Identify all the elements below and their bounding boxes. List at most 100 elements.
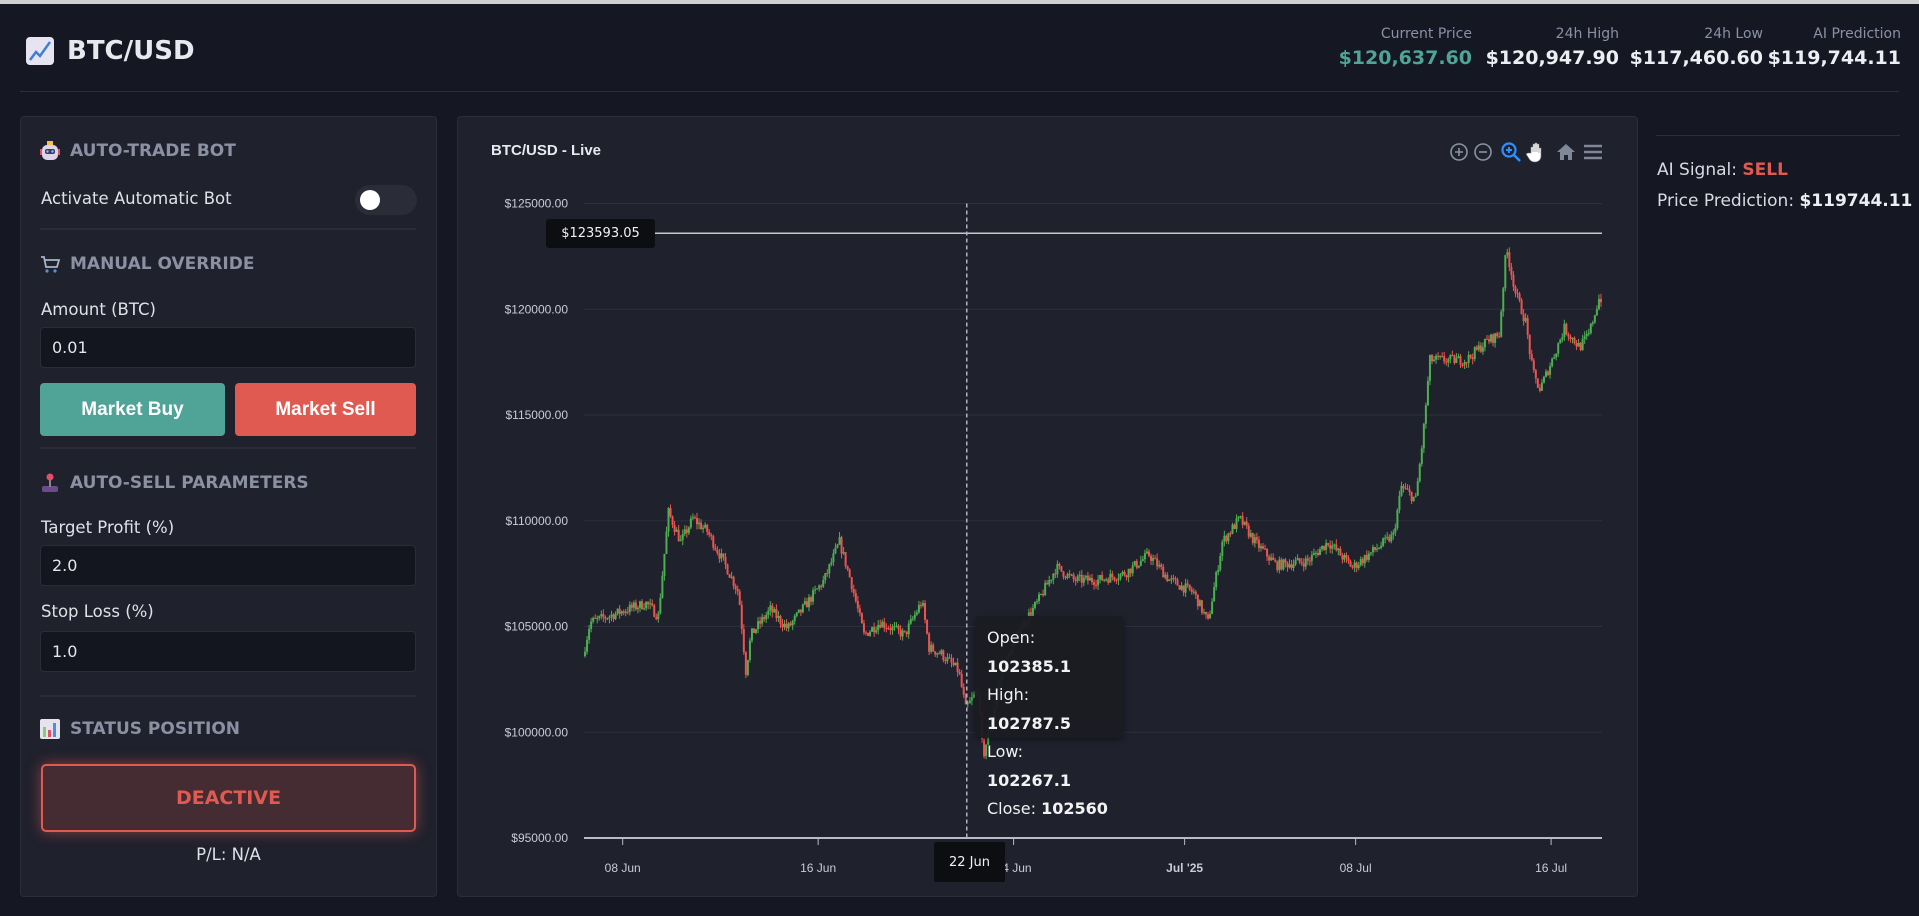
candle xyxy=(1367,553,1370,560)
candle xyxy=(1308,560,1311,562)
candle xyxy=(1160,564,1163,567)
candle xyxy=(755,629,758,633)
candle xyxy=(938,653,941,655)
candle xyxy=(958,671,961,674)
candle xyxy=(1158,564,1161,567)
menu-icon[interactable] xyxy=(1582,141,1604,163)
candle xyxy=(643,608,646,610)
candle xyxy=(793,615,796,621)
position-status-badge: DEACTIVE xyxy=(41,764,416,832)
candle xyxy=(693,517,696,519)
candle xyxy=(596,617,599,619)
candle xyxy=(1418,463,1421,482)
candle xyxy=(604,617,607,619)
stop-loss-label: Stop Loss (%) xyxy=(41,602,154,621)
candle xyxy=(1249,533,1252,537)
candle xyxy=(1327,543,1330,546)
candle xyxy=(1512,274,1515,287)
market-buy-button[interactable]: Market Buy xyxy=(40,383,225,436)
candle xyxy=(895,625,898,627)
stat-ai-prediction: AI Prediction $119,744.11 xyxy=(1768,26,1901,69)
ai-signal-value: SELL xyxy=(1742,160,1788,180)
candlestick-chart[interactable]: $125000.00 $120000.00 $115000.00 $110000.00… xyxy=(457,116,1638,897)
candle xyxy=(1042,593,1045,596)
candle xyxy=(816,588,819,590)
candle xyxy=(1378,547,1381,549)
auto-bot-toggle[interactable] xyxy=(355,185,417,215)
candle xyxy=(891,626,894,631)
candle xyxy=(1485,338,1488,340)
x-tick-label: 16 Jun xyxy=(800,861,836,875)
candle xyxy=(718,553,721,559)
candle xyxy=(1152,558,1155,561)
candle xyxy=(661,575,664,598)
candle xyxy=(783,623,786,628)
candle xyxy=(1076,576,1079,581)
candle xyxy=(773,609,776,613)
candle xyxy=(826,573,829,575)
candle xyxy=(706,524,709,532)
candle xyxy=(860,613,863,624)
candle xyxy=(665,531,668,554)
target-profit-input[interactable] xyxy=(40,545,416,586)
candle xyxy=(671,516,674,526)
candle xyxy=(850,577,853,590)
candle xyxy=(1589,323,1592,334)
zoom-out-icon[interactable] xyxy=(1472,141,1494,163)
chart-increasing-icon xyxy=(26,37,54,65)
section-title: MANUAL OVERRIDE xyxy=(70,254,255,274)
candle xyxy=(1380,545,1383,548)
candle xyxy=(1597,298,1600,310)
candle xyxy=(704,524,707,528)
candle xyxy=(1188,584,1191,590)
candle xyxy=(956,662,959,672)
candle xyxy=(1361,559,1364,564)
price-prediction: Price Prediction: $119744.11 xyxy=(1657,191,1913,211)
candle xyxy=(1577,342,1580,347)
home-reset-icon[interactable] xyxy=(1555,141,1577,163)
candle xyxy=(1172,578,1175,580)
candle xyxy=(1426,380,1429,406)
zoom-in-icon[interactable] xyxy=(1448,141,1470,163)
selection-zoom-icon[interactable] xyxy=(1500,141,1522,163)
candle xyxy=(748,640,751,661)
candle xyxy=(1488,339,1491,342)
candle xyxy=(1567,334,1570,337)
candle xyxy=(936,653,939,655)
candle xyxy=(1292,564,1295,568)
pan-hand-icon[interactable] xyxy=(1526,141,1548,163)
candle xyxy=(1284,559,1287,563)
candle xyxy=(722,553,725,557)
candle xyxy=(584,651,587,657)
candle xyxy=(695,518,698,525)
candle xyxy=(1494,333,1497,343)
candle xyxy=(1510,267,1513,275)
divider xyxy=(40,228,416,230)
candle xyxy=(854,592,857,602)
candle xyxy=(1551,358,1554,367)
candle xyxy=(1093,582,1096,585)
candle xyxy=(586,639,589,652)
candle xyxy=(1310,554,1313,561)
candle xyxy=(1530,354,1533,361)
market-sell-button[interactable]: Market Sell xyxy=(235,383,416,436)
candle xyxy=(1123,571,1126,576)
candle xyxy=(885,627,888,629)
candle xyxy=(960,673,963,687)
candle xyxy=(1300,561,1303,564)
candle xyxy=(1200,600,1203,613)
candle xyxy=(968,700,971,704)
candle xyxy=(1239,516,1242,518)
candle xyxy=(1145,551,1148,554)
amount-input[interactable] xyxy=(40,327,416,368)
candle xyxy=(893,626,896,628)
candle xyxy=(1390,534,1393,542)
candle xyxy=(1369,552,1372,554)
candle xyxy=(1463,362,1466,366)
candle xyxy=(1150,555,1153,561)
stop-loss-input[interactable] xyxy=(40,631,416,672)
candle xyxy=(1353,562,1356,568)
candle xyxy=(1178,585,1181,590)
candle xyxy=(659,597,662,614)
candle xyxy=(1337,548,1340,551)
